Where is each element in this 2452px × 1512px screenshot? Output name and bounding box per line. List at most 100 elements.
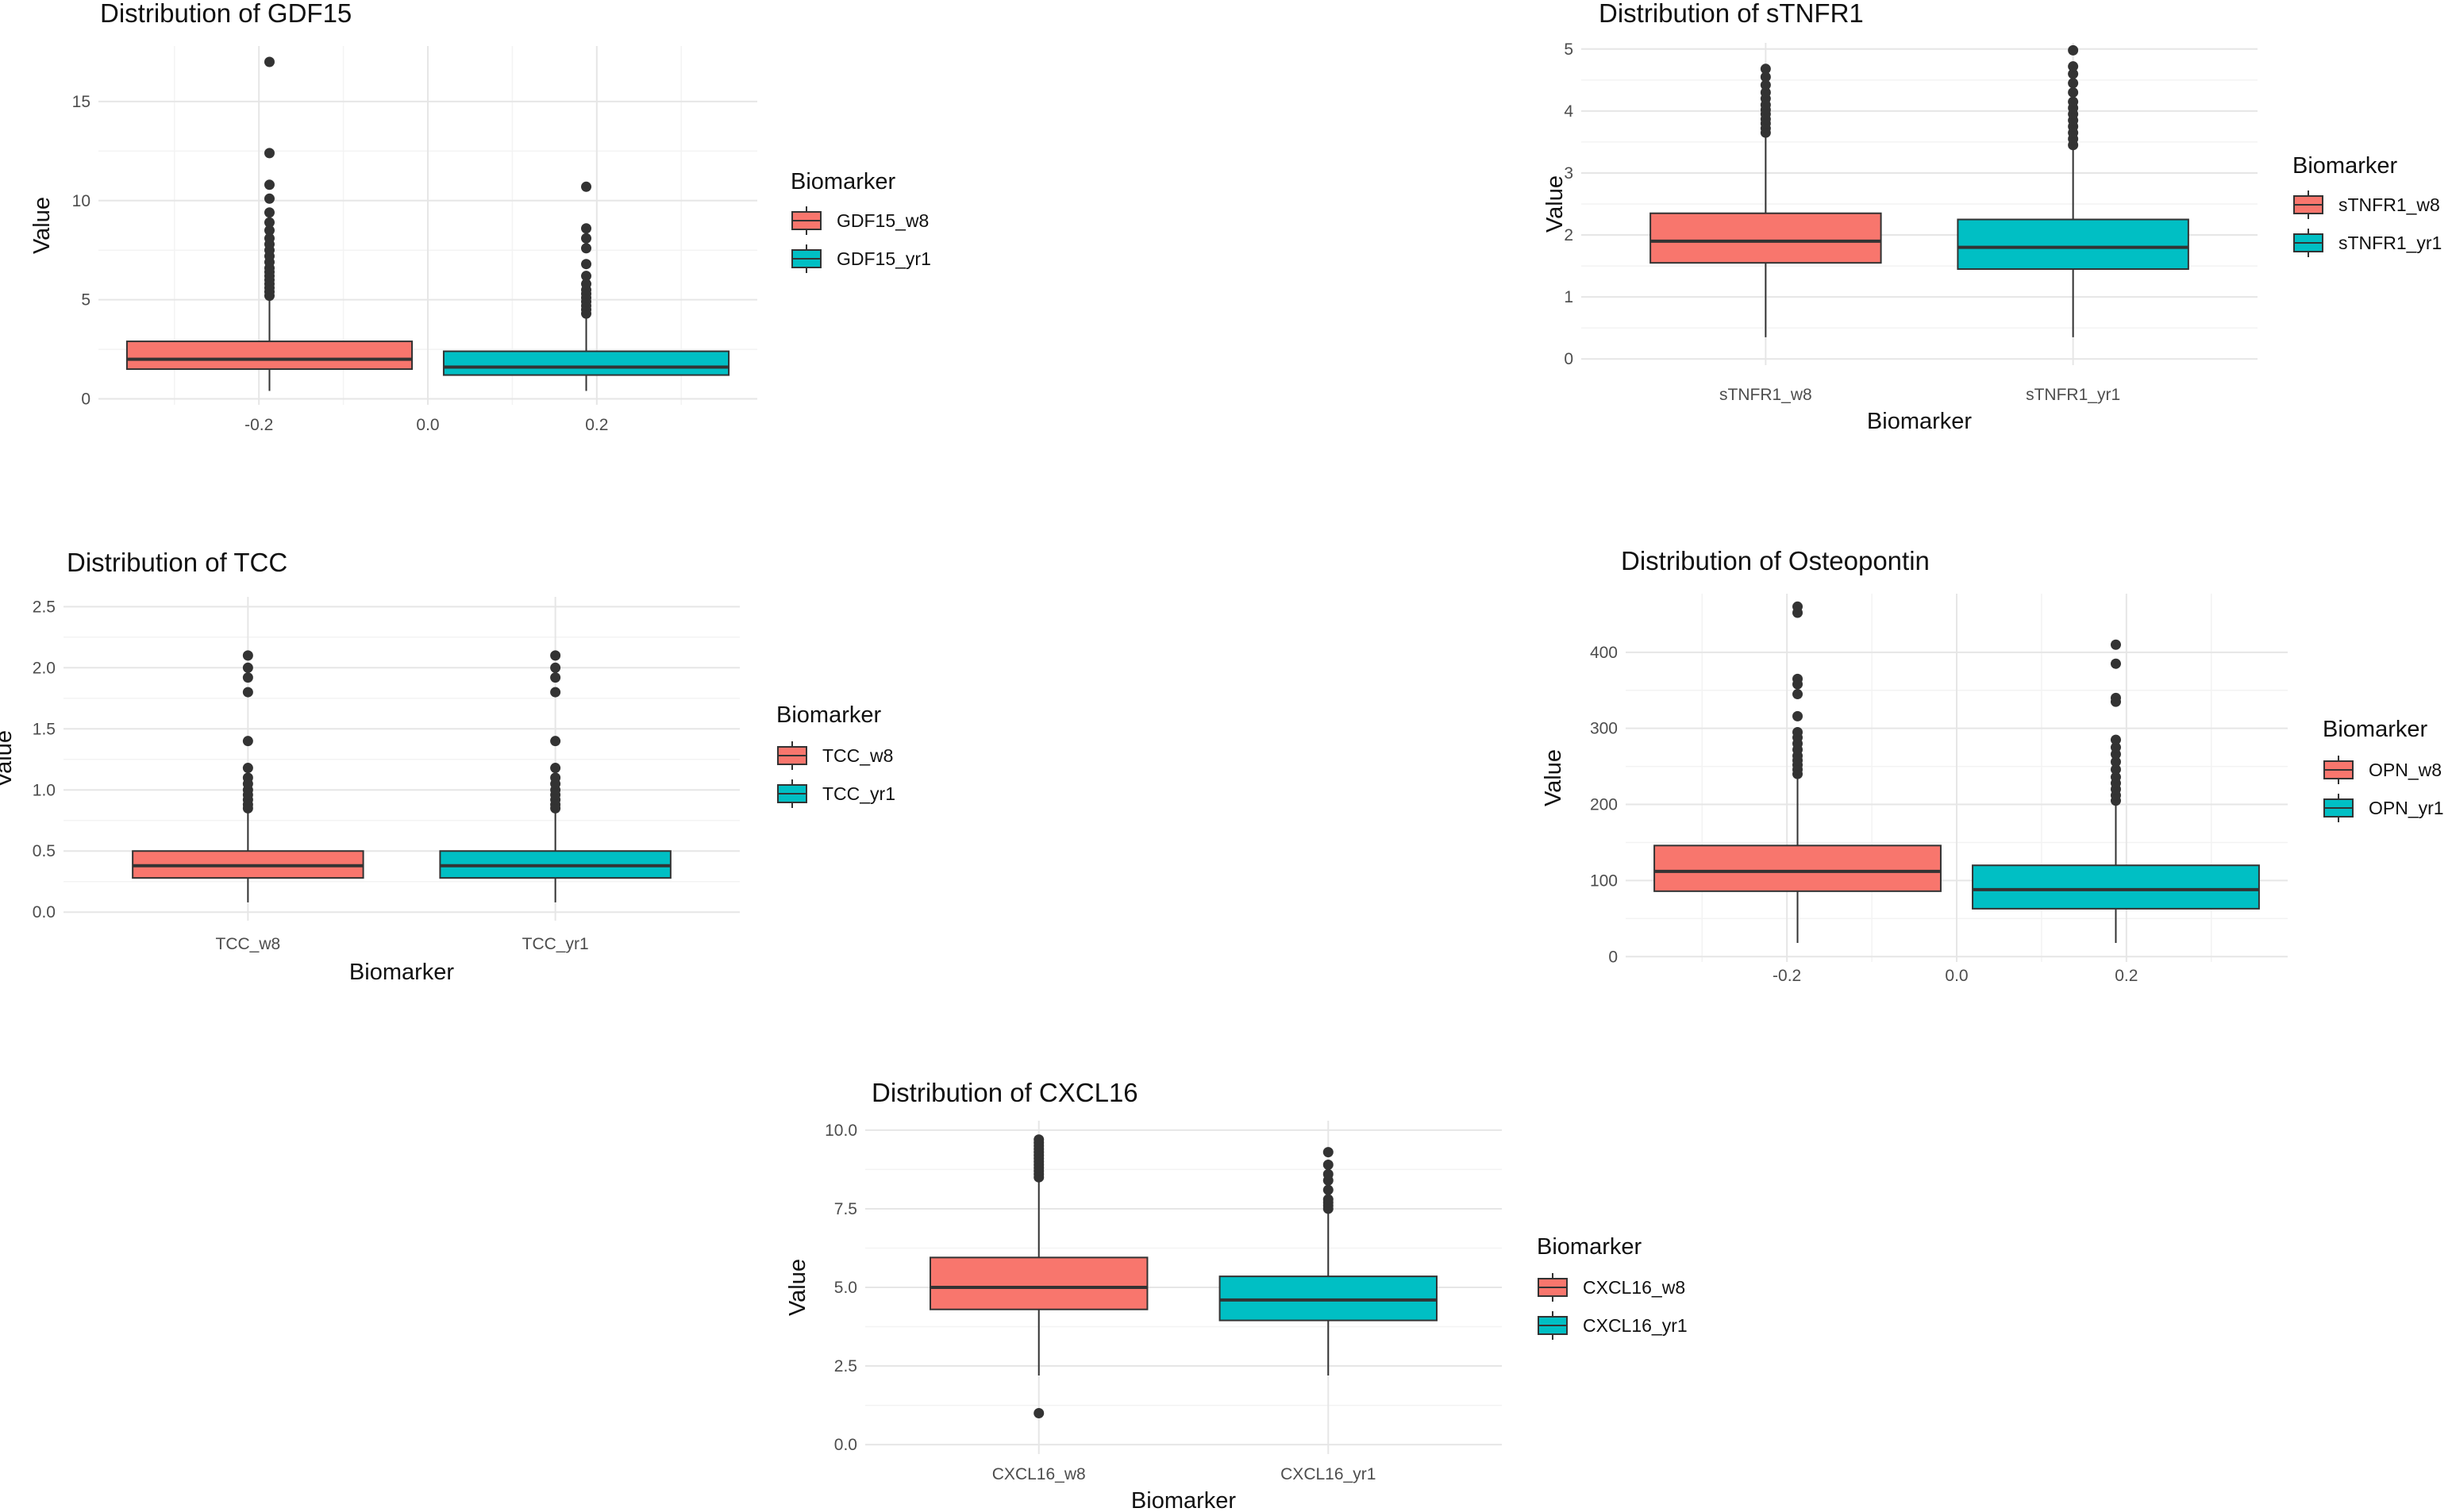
outlier-point <box>1792 689 1803 700</box>
x-tick-label: sTNFR1_yr1 <box>2026 386 2120 404</box>
legend-key <box>2293 229 2323 257</box>
chart-title: Distribution of Osteopontin <box>1621 546 1930 575</box>
outlier-point <box>581 233 592 244</box>
outlier-point <box>581 271 592 282</box>
legend-title: Biomarker <box>2292 153 2397 179</box>
outlier-point <box>1792 726 1803 737</box>
legend-key <box>791 206 822 235</box>
outlier-point <box>1760 79 1771 90</box>
outlier-point <box>2068 68 2079 79</box>
legend-label: OPN_w8 <box>2369 760 2442 780</box>
box-CXCL16_w8 <box>930 1256 1149 1310</box>
legend-key <box>791 244 822 273</box>
outlier-point <box>2068 96 2079 107</box>
series-GDF15_w8 <box>125 56 414 391</box>
outlier-point <box>264 207 275 218</box>
outlier-point <box>2110 734 2121 745</box>
legend-title: Biomarker <box>1537 1234 1642 1260</box>
outlier-point <box>264 233 275 244</box>
box-sTNFR1_yr1 <box>1957 218 2189 270</box>
y-tick-label: 0.0 <box>834 1436 857 1454</box>
x-axis-title: Biomarker <box>349 960 454 985</box>
chart-cxcl16: 0.0 2.5 5.0 7.5 10.0 CXCL16_w8 CXCL16_yr1 Distr… <box>785 1078 1688 1512</box>
legend-title: Biomarker <box>776 702 881 728</box>
legend-title: Biomarker <box>2323 717 2427 742</box>
chart-title: Distribution of sTNFR1 <box>1599 0 1864 28</box>
y-axis-title: Value <box>29 197 55 254</box>
x-tick-label: sTNFR1_w8 <box>1719 386 1812 404</box>
legend-key <box>1538 1273 1568 1302</box>
y-tick-label: 5.0 <box>834 1279 857 1297</box>
legend-key <box>2293 190 2323 219</box>
outlier-point <box>1322 1194 1334 1205</box>
legend-title: Biomarker <box>791 169 895 194</box>
series-OPN_yr1 <box>1972 639 2260 944</box>
outlier-point <box>550 736 561 747</box>
legend-label: OPN_yr1 <box>2369 798 2444 818</box>
chart-title: Distribution of TCC <box>67 548 287 577</box>
outlier-point <box>2068 87 2079 98</box>
outlier-point <box>2110 658 2121 669</box>
box-OPN_yr1 <box>1972 864 2260 910</box>
outlier-point <box>581 279 592 290</box>
outlier-point <box>264 225 275 236</box>
legend-label: TCC_w8 <box>822 745 893 766</box>
outlier-point <box>550 687 561 698</box>
box-OPN_w8 <box>1653 844 1942 892</box>
outlier-point <box>1322 1168 1334 1179</box>
outlier-point <box>550 763 561 774</box>
outlier-point <box>242 736 253 747</box>
outlier-point <box>2110 764 2121 775</box>
y-tick-label: 1.5 <box>33 720 56 738</box>
y-tick-label: 2 <box>1564 226 1573 244</box>
y-tick-label: 3 <box>1564 164 1573 183</box>
legend-key <box>1538 1311 1568 1340</box>
series-sTNFR1_yr1 <box>1957 44 2189 337</box>
series-CXCL16_w8 <box>930 1134 1149 1418</box>
outlier-point <box>264 179 275 190</box>
grid <box>98 46 757 405</box>
outlier-point <box>581 223 592 234</box>
legend: Biomarker TCC_w8 TCC_yr1 <box>776 702 895 808</box>
y-tick-label: 1.0 <box>33 781 56 799</box>
legend-key <box>2323 756 2354 784</box>
outlier-point <box>2110 692 2121 703</box>
y-tick-label: 10.0 <box>825 1121 857 1140</box>
outlier-point <box>550 772 561 783</box>
outlier-point <box>242 763 253 774</box>
legend-label: CXCL16_w8 <box>1583 1277 1685 1298</box>
y-axis-title: Value <box>1541 749 1566 806</box>
legend-key <box>777 741 807 770</box>
outlier-point <box>2068 61 2079 72</box>
y-tick-label: 0 <box>81 391 90 409</box>
series-OPN_w8 <box>1653 601 1942 944</box>
outlier-point <box>1322 1147 1334 1158</box>
outlier-point <box>2110 742 2121 753</box>
x-tick-label: CXCL16_yr1 <box>1280 1465 1376 1483</box>
outlier-point <box>2068 44 2079 56</box>
series-GDF15_yr1 <box>442 181 730 391</box>
x-tick-label: TCC_w8 <box>216 935 281 953</box>
legend: Biomarker GDF15_w8 GDF15_yr1 <box>791 169 931 273</box>
y-tick-label: 2.5 <box>33 598 56 616</box>
outlier-point <box>264 148 275 159</box>
series-TCC_w8 <box>132 650 364 902</box>
outlier-point <box>242 650 253 661</box>
y-axis-title: Value <box>1542 175 1568 233</box>
x-axis-title: Biomarker <box>1867 409 1972 434</box>
x-tick-label: 0.0 <box>416 416 439 434</box>
y-axis-title: Value <box>0 730 17 787</box>
y-tick-label: 1 <box>1564 288 1573 306</box>
y-tick-label: 100 <box>1590 871 1618 890</box>
y-tick-label: 0.5 <box>33 842 56 860</box>
outlier-point <box>1322 1184 1334 1195</box>
chart-title: Distribution of CXCL16 <box>872 1078 1138 1107</box>
x-tick-label: 0.0 <box>1945 967 1968 985</box>
outlier-point <box>1034 1134 1045 1145</box>
outlier-point <box>242 672 253 683</box>
y-tick-label: 5 <box>1564 40 1573 59</box>
y-axis-title: Value <box>785 1259 810 1316</box>
legend: Biomarker sTNFR1_w8 sTNFR1_yr1 <box>2292 153 2442 257</box>
series-CXCL16_yr1 <box>1218 1147 1438 1375</box>
